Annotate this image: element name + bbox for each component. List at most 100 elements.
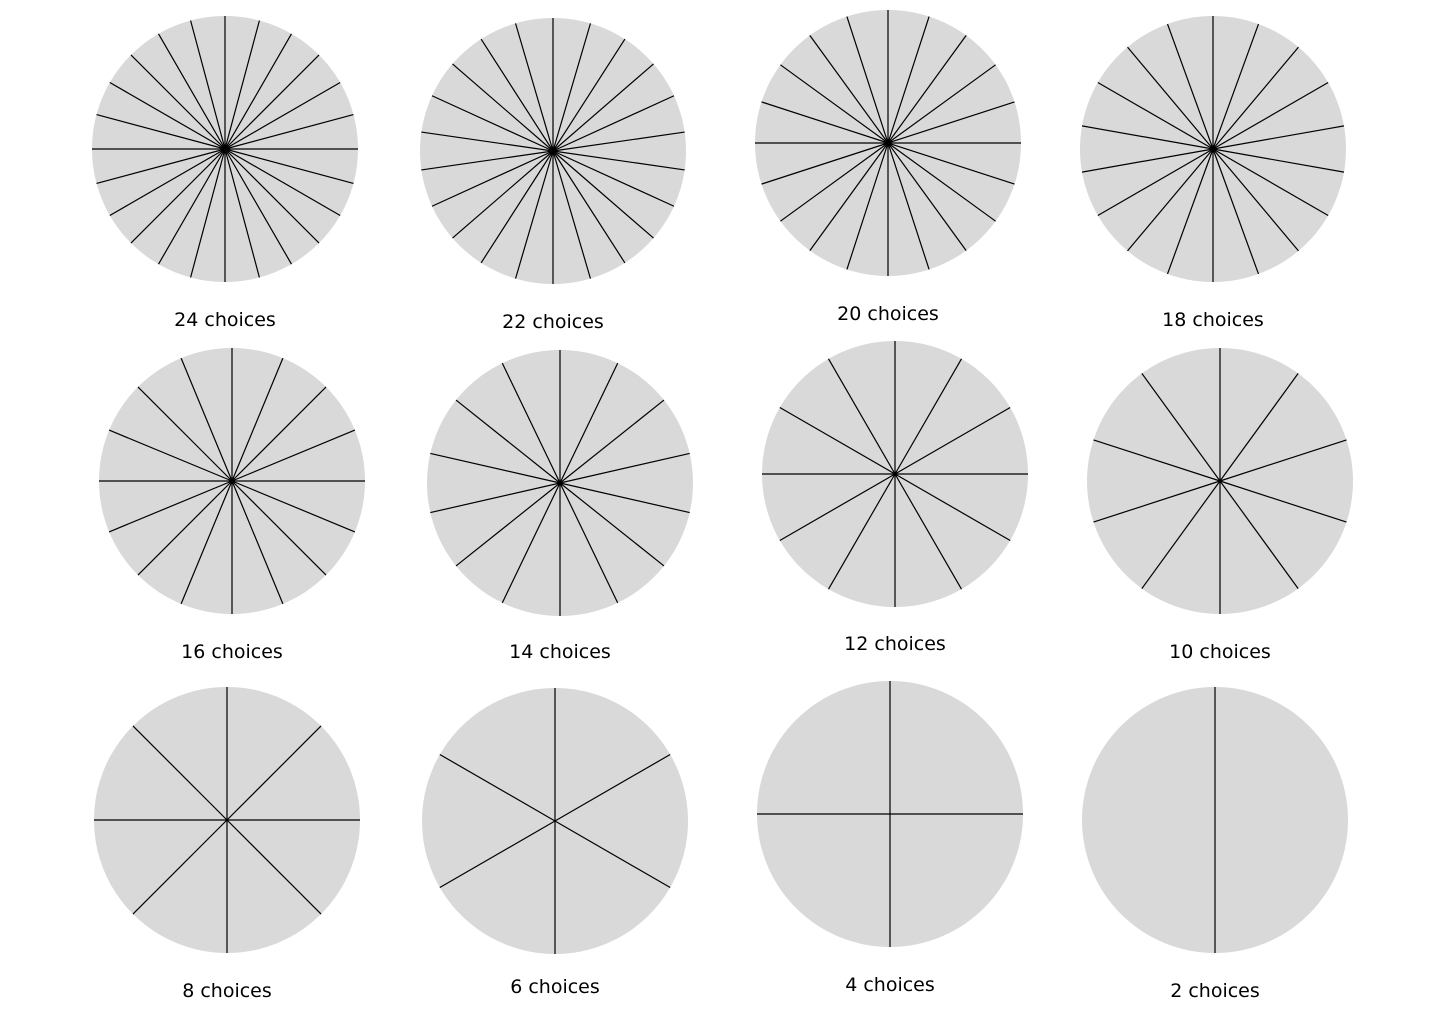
wheel-spokes (762, 341, 1028, 607)
wheel-spoke (894, 406, 1011, 475)
wheel-spoke (430, 482, 561, 514)
wheel-spoke (552, 23, 592, 152)
wheel-18-choices: 18 choices (1080, 16, 1346, 331)
wheel-2-choices: 2 choices (1082, 687, 1348, 1002)
wheel-spoke (552, 38, 626, 152)
wheel-spokes (1093, 348, 1347, 614)
wheel-spoke (559, 399, 665, 484)
wheel-spoke (108, 429, 233, 482)
wheel-label: 22 choices (502, 311, 604, 333)
wheel-spoke (1212, 148, 1299, 252)
wheel-spoke (96, 148, 226, 184)
wheel-spokes (755, 10, 1021, 276)
wheel-spoke (559, 362, 619, 484)
wheel-spoke (224, 148, 341, 217)
wheel-spoke (552, 131, 685, 152)
wheel-spoke (421, 131, 554, 152)
wheel-spoke (809, 35, 889, 144)
wheel-14-choices: 14 choices (427, 350, 693, 663)
wheel-spoke (1212, 148, 1345, 173)
wheel-22-choices: 22 choices (420, 18, 686, 333)
wheel-spokes (94, 687, 360, 953)
wheel-spoke (132, 725, 228, 821)
wheel-spoke (1093, 439, 1221, 482)
wheel-label: 20 choices (837, 303, 939, 325)
wheel-spoke (827, 473, 896, 590)
wheel-spoke (1093, 480, 1221, 523)
wheel-spoke (514, 150, 554, 279)
wheel-spokes (92, 16, 358, 282)
wheel-spoke (455, 482, 561, 567)
wheel-spoke (559, 452, 690, 484)
wheel-spoke (559, 482, 619, 604)
wheel-spoke (137, 480, 233, 576)
wheel-spoke (224, 148, 354, 184)
wheel-spoke (1219, 480, 1299, 589)
wheel-spoke (887, 64, 996, 144)
wheel-spoke (431, 150, 554, 207)
wheel-spoke (1212, 125, 1345, 150)
wheel-spoke (552, 95, 675, 152)
wheel-spoke (231, 386, 327, 482)
wheel-spoke (514, 23, 554, 152)
wheel-label: 12 choices (844, 633, 946, 655)
wheel-spoke (224, 148, 260, 278)
wheel-spoke (96, 114, 226, 150)
wheel-24-choices: 24 choices (92, 16, 358, 331)
wheel-spoke (226, 819, 322, 915)
wheel-spoke (501, 362, 561, 484)
wheel-spoke (137, 386, 233, 482)
wheel-8-choices: 8 choices (94, 687, 360, 1002)
wheel-spoke (224, 54, 320, 150)
wheel-spoke (894, 358, 963, 475)
wheel-spoke (439, 753, 556, 822)
wheel-spokes (1081, 16, 1345, 282)
wheel-spoke (809, 142, 889, 251)
wheel-spoke (224, 148, 320, 244)
wheel-spoke (1097, 148, 1214, 217)
wheel-spoke (224, 33, 293, 150)
wheel-spoke (1127, 46, 1214, 150)
wheel-spoke (1219, 480, 1347, 523)
wheel-spoke (231, 480, 284, 605)
wheel-spoke (180, 480, 233, 605)
wheel-label: 24 choices (174, 309, 276, 331)
wheel-spoke (887, 142, 967, 251)
wheel-spoke (108, 480, 233, 533)
wheel-4-choices: 4 choices (757, 681, 1023, 996)
wheel-spoke (130, 148, 226, 244)
wheel-spoke (1097, 81, 1214, 150)
wheel-spoke (109, 148, 226, 217)
wheel-label: 14 choices (509, 641, 611, 663)
wheel-spoke (761, 101, 889, 144)
wheel-spoke (190, 20, 226, 150)
wheel-spoke (480, 38, 554, 152)
wheel-spoke (452, 150, 554, 239)
wheel-spoke (452, 63, 554, 152)
wheel-spoke (1212, 23, 1260, 150)
wheel-spoke (1212, 81, 1329, 150)
wheel-spoke (554, 820, 671, 889)
wheel-spoke (180, 357, 233, 482)
wheel-spoke (779, 473, 896, 542)
wheel-spoke (887, 16, 930, 144)
wheel-spokes (99, 348, 365, 614)
wheel-spokes (439, 688, 671, 954)
wheel-spoke (1219, 439, 1347, 482)
wheel-spoke (224, 20, 260, 150)
wheel-spoke (132, 819, 228, 915)
wheel-spoke (157, 33, 226, 150)
wheel-spoke (1127, 148, 1214, 252)
wheel-spoke (559, 482, 690, 514)
wheel-spoke (231, 480, 327, 576)
wheel-spoke (780, 64, 889, 144)
wheel-spoke (780, 142, 889, 222)
wheel-10-choices: 10 choices (1087, 348, 1353, 663)
wheel-spoke (1081, 148, 1214, 173)
wheel-16-choices: 16 choices (99, 348, 365, 663)
wheel-spoke (231, 480, 356, 533)
wheel-label: 4 choices (845, 974, 935, 996)
wheel-spoke (1141, 373, 1221, 482)
wheel-label: 6 choices (510, 976, 600, 998)
wheel-6-choices: 6 choices (422, 688, 688, 998)
